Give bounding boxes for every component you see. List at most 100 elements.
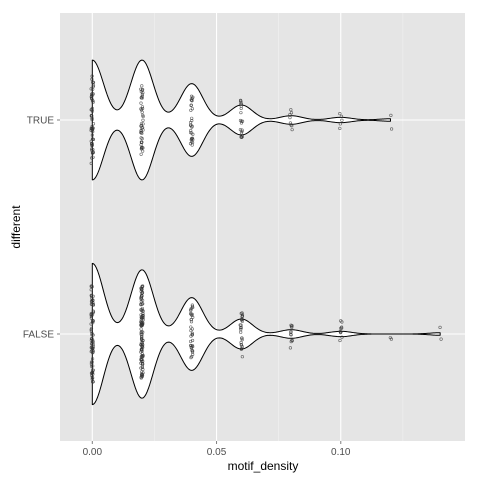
data-point [139, 332, 143, 336]
data-point [190, 124, 194, 128]
data-point [91, 83, 96, 88]
data-point [288, 346, 293, 350]
data-point [239, 323, 243, 327]
data-point [91, 303, 95, 307]
data-point [89, 360, 94, 364]
data-point [140, 374, 144, 379]
data-point [289, 323, 293, 327]
data-point [140, 334, 144, 338]
data-point [140, 94, 144, 98]
data-point [191, 138, 195, 142]
data-point [140, 105, 145, 109]
data-point [91, 137, 96, 142]
data-point [140, 294, 144, 298]
data-point [239, 104, 243, 108]
data-point [89, 342, 94, 346]
data-point [290, 128, 294, 132]
data-point [190, 313, 194, 317]
data-point [288, 116, 292, 120]
data-point [140, 137, 144, 141]
data-point [140, 359, 144, 364]
data-point [140, 285, 144, 289]
data-point [89, 113, 94, 118]
data-point [91, 80, 95, 84]
data-point [290, 124, 294, 128]
plot-panel [60, 13, 465, 441]
data-point [288, 113, 292, 117]
data-point [340, 118, 344, 122]
data-point [89, 299, 94, 303]
data-point [340, 335, 344, 339]
data-point [91, 346, 95, 350]
data-point [91, 372, 95, 376]
data-point [139, 87, 143, 91]
data-point [139, 297, 143, 301]
data-point [190, 99, 194, 103]
data-point [141, 320, 145, 325]
data-point [239, 99, 243, 103]
data-point [89, 161, 93, 165]
data-point [90, 93, 94, 98]
data-point [238, 128, 242, 132]
data-point [239, 343, 244, 347]
data-point [289, 123, 293, 127]
data-point [338, 126, 342, 130]
data-point [141, 338, 145, 343]
data-point [90, 337, 94, 341]
x-tick-label: 0.10 [331, 447, 351, 458]
data-point [189, 325, 193, 329]
data-point [139, 355, 143, 359]
data-point [89, 329, 94, 333]
data-point [139, 320, 143, 324]
data-point [240, 355, 244, 359]
violin-false [91, 262, 441, 406]
data-point [91, 151, 95, 155]
data-point [189, 339, 193, 344]
data-point [189, 94, 194, 98]
data-point [139, 152, 143, 156]
data-point [189, 308, 193, 312]
x-tick-label: 0.00 [83, 447, 103, 458]
data-point [139, 343, 143, 347]
data-point [338, 122, 342, 126]
data-point [90, 156, 94, 160]
data-point [139, 146, 144, 150]
data-point [89, 128, 93, 132]
data-point [339, 330, 343, 334]
data-point [90, 106, 94, 110]
points-layer [89, 74, 443, 384]
data-point [141, 113, 145, 117]
data-point [141, 367, 145, 372]
data-point [190, 354, 194, 359]
data-point [140, 308, 144, 313]
data-point [90, 116, 94, 120]
data-point [141, 371, 145, 375]
data-point [89, 316, 93, 320]
data-point [141, 302, 145, 306]
data-point [141, 87, 145, 92]
data-point [188, 120, 193, 125]
data-point [90, 98, 95, 103]
data-point [139, 130, 143, 135]
data-point [140, 361, 145, 365]
data-point [339, 319, 343, 323]
data-point [140, 291, 144, 296]
data-point [90, 357, 95, 361]
data-point [288, 121, 293, 125]
data-point [89, 328, 93, 332]
data-point [190, 331, 194, 335]
data-point [91, 126, 95, 130]
data-point [139, 108, 144, 112]
data-point [140, 316, 144, 320]
axis-layer: 0.00 0.05 0.10 TRUE FALSE [23, 116, 351, 459]
data-point [239, 311, 243, 316]
data-point [89, 288, 93, 292]
data-point [438, 325, 442, 329]
data-point [89, 312, 93, 316]
data-point [240, 317, 244, 322]
data-point [289, 111, 294, 115]
data-point [139, 341, 143, 345]
data-point [240, 128, 244, 132]
data-point [139, 289, 143, 293]
data-point [289, 330, 293, 334]
